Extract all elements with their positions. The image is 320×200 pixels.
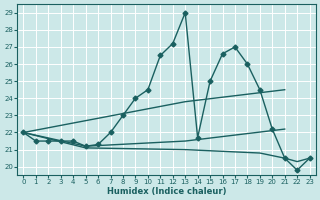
X-axis label: Humidex (Indice chaleur): Humidex (Indice chaleur) — [107, 187, 226, 196]
